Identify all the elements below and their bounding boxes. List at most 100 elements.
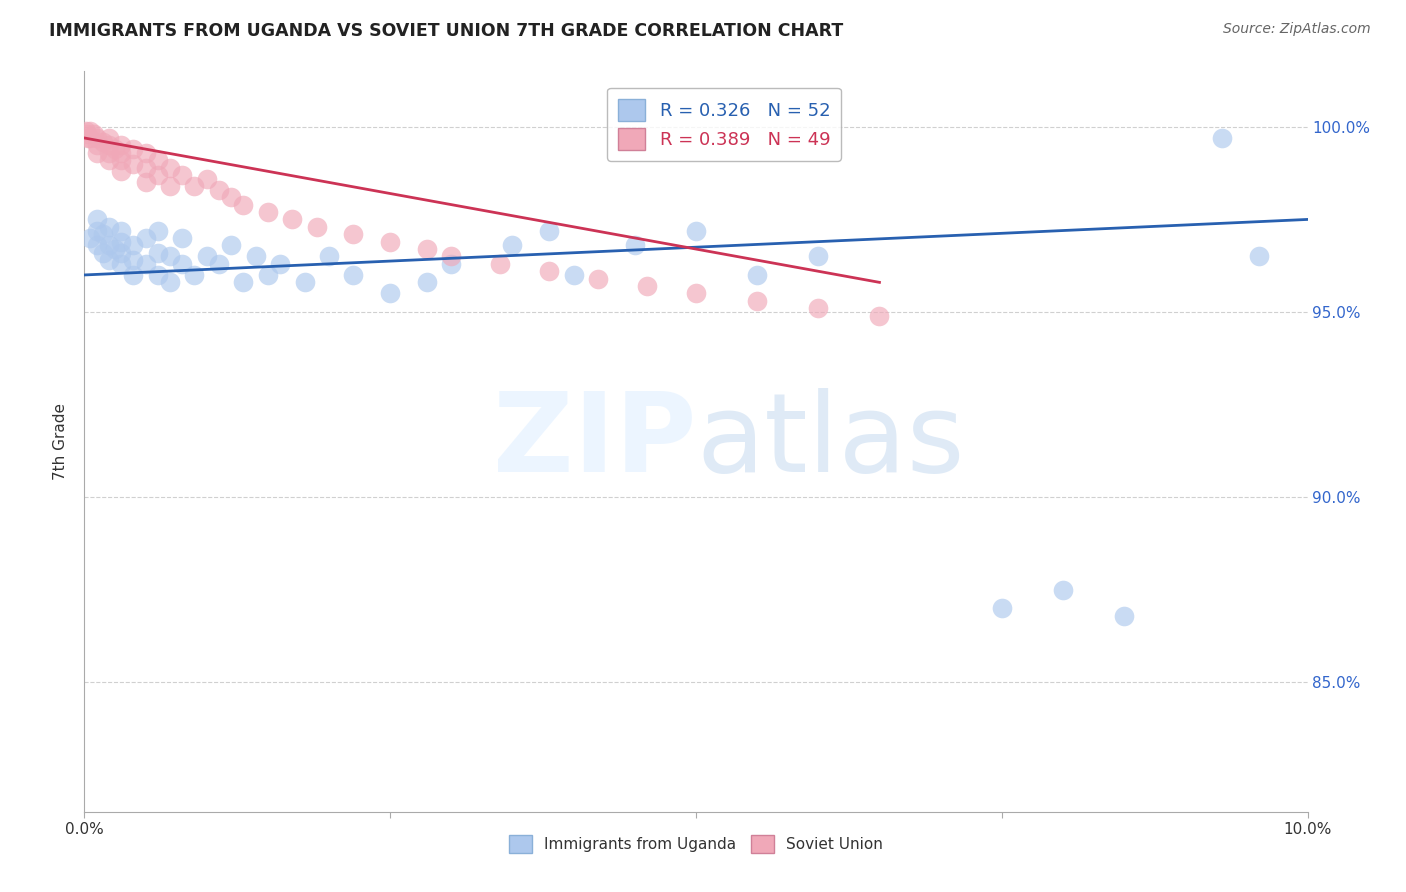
Point — [76, 128, 98, 142]
Point — [97, 131, 120, 145]
Point — [183, 179, 205, 194]
Text: IMMIGRANTS FROM UGANDA VS SOVIET UNION 7TH GRADE CORRELATION CHART: IMMIGRANTS FROM UGANDA VS SOVIET UNION 7… — [49, 22, 844, 40]
Point — [146, 223, 169, 237]
Point — [97, 219, 120, 234]
Point — [416, 242, 439, 256]
Text: atlas: atlas — [696, 388, 965, 495]
Point — [219, 238, 242, 252]
Point — [305, 219, 328, 234]
Point — [86, 223, 108, 237]
Point — [624, 238, 647, 252]
Point — [380, 286, 402, 301]
Point — [97, 253, 120, 268]
Point — [159, 161, 181, 175]
Point — [83, 128, 105, 142]
Text: Source: ZipAtlas.com: Source: ZipAtlas.com — [1223, 22, 1371, 37]
Point — [110, 153, 132, 168]
Point — [110, 223, 132, 237]
Point — [232, 197, 254, 211]
Point — [1247, 249, 1270, 263]
Point — [538, 223, 561, 237]
Point — [257, 205, 280, 219]
Point — [135, 257, 157, 271]
Point — [172, 257, 194, 271]
Point — [122, 142, 145, 156]
Point — [380, 235, 402, 249]
Point — [747, 268, 769, 282]
Point — [135, 175, 157, 189]
Point — [122, 268, 145, 282]
Point — [97, 138, 120, 153]
Point — [991, 601, 1014, 615]
Point — [342, 227, 364, 242]
Point — [172, 168, 194, 182]
Point — [104, 142, 127, 156]
Point — [440, 249, 463, 263]
Point — [146, 168, 169, 182]
Point — [318, 249, 340, 263]
Point — [636, 279, 658, 293]
Point — [86, 131, 108, 145]
Point — [1211, 131, 1233, 145]
Point — [685, 286, 707, 301]
Point — [135, 161, 157, 175]
Point — [110, 164, 132, 178]
Point — [195, 171, 218, 186]
Point — [489, 257, 512, 271]
Point — [79, 231, 101, 245]
Point — [440, 257, 463, 271]
Point — [97, 153, 120, 168]
Point — [146, 245, 169, 260]
Point — [159, 179, 181, 194]
Point — [86, 138, 108, 153]
Point — [104, 242, 127, 256]
Point — [342, 268, 364, 282]
Point — [281, 212, 304, 227]
Point — [538, 264, 561, 278]
Legend: Immigrants from Uganda, Soviet Union: Immigrants from Uganda, Soviet Union — [502, 829, 890, 860]
Point — [110, 245, 132, 260]
Point — [195, 249, 218, 263]
Point — [245, 249, 267, 263]
Point — [232, 276, 254, 290]
Y-axis label: 7th Grade: 7th Grade — [53, 403, 69, 480]
Point — [269, 257, 291, 271]
Point — [159, 276, 181, 290]
Point — [77, 131, 100, 145]
Text: ZIP: ZIP — [492, 388, 696, 495]
Point — [122, 238, 145, 252]
Point — [146, 268, 169, 282]
Point — [294, 276, 316, 290]
Point — [122, 253, 145, 268]
Point — [86, 212, 108, 227]
Point — [208, 183, 231, 197]
Point — [416, 276, 439, 290]
Point — [747, 293, 769, 308]
Point — [135, 145, 157, 160]
Point — [135, 231, 157, 245]
Point — [79, 131, 101, 145]
Point — [110, 235, 132, 249]
Point — [97, 238, 120, 252]
Point — [159, 249, 181, 263]
Point — [685, 223, 707, 237]
Point — [110, 138, 132, 153]
Point — [807, 249, 830, 263]
Point — [91, 245, 114, 260]
Point — [502, 238, 524, 252]
Point — [110, 145, 132, 160]
Point — [219, 190, 242, 204]
Point — [97, 145, 120, 160]
Point — [91, 227, 114, 242]
Point — [172, 231, 194, 245]
Point — [75, 123, 97, 137]
Point — [807, 301, 830, 316]
Point — [91, 135, 114, 149]
Point — [79, 123, 101, 137]
Point — [183, 268, 205, 282]
Point — [122, 157, 145, 171]
Point — [110, 257, 132, 271]
Point — [146, 153, 169, 168]
Point — [586, 271, 609, 285]
Point — [869, 309, 891, 323]
